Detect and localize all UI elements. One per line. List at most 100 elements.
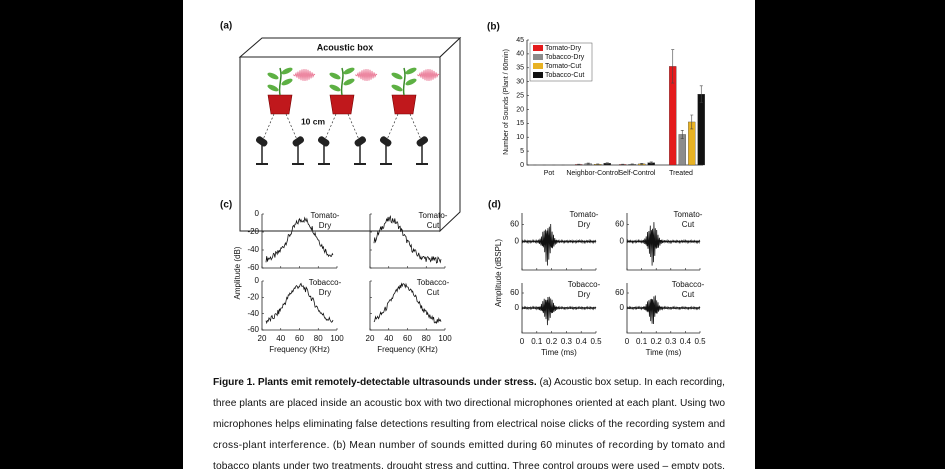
subplot-label: Tomato- [570,210,599,219]
legend-swatch [533,72,543,78]
subplot-label: Cut [682,220,695,229]
dashed-line [347,113,361,143]
y-tick-label: 0 [255,209,260,218]
y-axis-label: Amplitude (dBSPL) [494,239,503,307]
subplot-label: Tobacco- [568,280,601,289]
y-tick-label: 0 [515,303,520,312]
legend-label: Tomato-Dry [545,45,582,52]
x-tick-label: 20 [258,334,267,343]
dashed-line [409,113,423,143]
leaf [405,67,417,75]
leaf [267,72,279,80]
y-tick-label: 30 [516,79,524,86]
spectrum-curve [265,216,334,263]
panel-label: (c) [220,200,232,211]
subplot-label: Dry [319,288,331,297]
legend-label: Tobacco-Dry [545,54,585,61]
dashed-line [285,113,299,143]
legend-label: Tomato-Cut [545,63,581,70]
caption: Figure 1. Plants emit remotely-detectabl… [213,377,725,469]
x-tick-label: 40 [384,334,393,343]
caption-text: three plants are placed inside an acoust… [213,398,725,409]
y-tick-label: 35 [516,65,524,72]
x-tick-label: 0.2 [651,337,663,346]
error-bar [649,161,653,164]
sound-wave [293,68,316,82]
subplot-label: Dry [578,220,590,229]
x-axis-label: Time (ms) [541,348,577,357]
pot [391,94,417,115]
subplot-label: Tomato- [419,211,448,220]
error-bar [690,114,694,130]
plant-setup [255,67,440,165]
x-tick-label: 0 [625,337,630,346]
y-tick-label: 15 [516,120,524,127]
leaf [405,78,417,86]
subplot-label: Tobacco- [672,280,705,289]
x-tick-label: 0.1 [531,337,543,346]
stem [278,67,282,96]
y-tick-label: 5 [520,148,524,155]
x-tick-label: 100 [330,334,344,343]
x-tick-label: 0.1 [636,337,648,346]
y-axis-label: Amplitude (dB) [233,246,242,299]
leaf [281,78,293,86]
x-tick-label: 40 [276,334,285,343]
error-bar [586,162,590,165]
y-tick-label: 10 [516,134,524,141]
subplot-label: Cut [427,288,440,297]
leaf [391,84,403,92]
error-bar [671,49,675,84]
subplot-label: Tobacco- [309,278,342,287]
stem [340,67,344,96]
y-tick-label: -40 [247,245,259,254]
dashed-line [323,113,337,143]
distance-label: 10 cm [301,116,326,126]
subplot-label: Cut [682,290,695,299]
y-axis-label: Number of Sounds (Plant / 60min) [503,49,510,155]
error-bar [577,163,581,166]
leaf [281,67,293,75]
waveform-curve [626,295,701,325]
subplot-label: Tobacco- [417,278,450,287]
bar [697,94,705,166]
caption-line: cross-plant interference. (b) Mean numbe… [213,440,725,451]
y-tick-label: 60 [510,288,519,297]
error-bar [640,163,644,165]
y-tick-label: 0 [255,276,260,285]
x-tick-label: 0.2 [546,337,558,346]
x-tick-label: 80 [422,334,431,343]
y-tick-label: 0 [620,237,625,246]
microphone [379,136,392,147]
y-tick-label: 60 [615,288,624,297]
x-tick-label: 0.5 [694,337,706,346]
error-bar [621,163,625,166]
microphone [255,136,268,147]
x-tick-label: 20 [366,334,375,343]
y-tick-label: -60 [247,325,259,334]
leaf [329,84,341,92]
dashed-line [261,113,275,143]
subplot-label: Cut [427,221,440,230]
x-axis-label: Frequency (KHz) [377,345,438,354]
legend-swatch [533,45,543,51]
x-tick-label: Treated [669,170,693,177]
x-tick-label: 0 [520,337,525,346]
caption-line: three plants are placed inside an acoust… [213,398,725,409]
caption-text: (a) Acoustic box setup. In each recordin… [537,377,725,388]
x-axis-label: Time (ms) [646,348,682,357]
error-bar [699,85,703,103]
y-tick-label: -40 [247,309,259,318]
leaf [343,78,355,86]
microphone [354,136,367,147]
caption-line: microphones helps eliminating false dete… [213,419,725,430]
sound-wave [417,68,440,82]
x-tick-label: 0.4 [576,337,588,346]
y-tick-label: 60 [615,220,624,229]
waveform-curve [521,223,597,266]
y-tick-label: 45 [516,37,524,44]
x-tick-label: Self-Control [619,170,656,177]
sound-wave [355,68,378,82]
x-axis-label: Frequency (KHz) [269,345,330,354]
leaf [267,84,279,92]
